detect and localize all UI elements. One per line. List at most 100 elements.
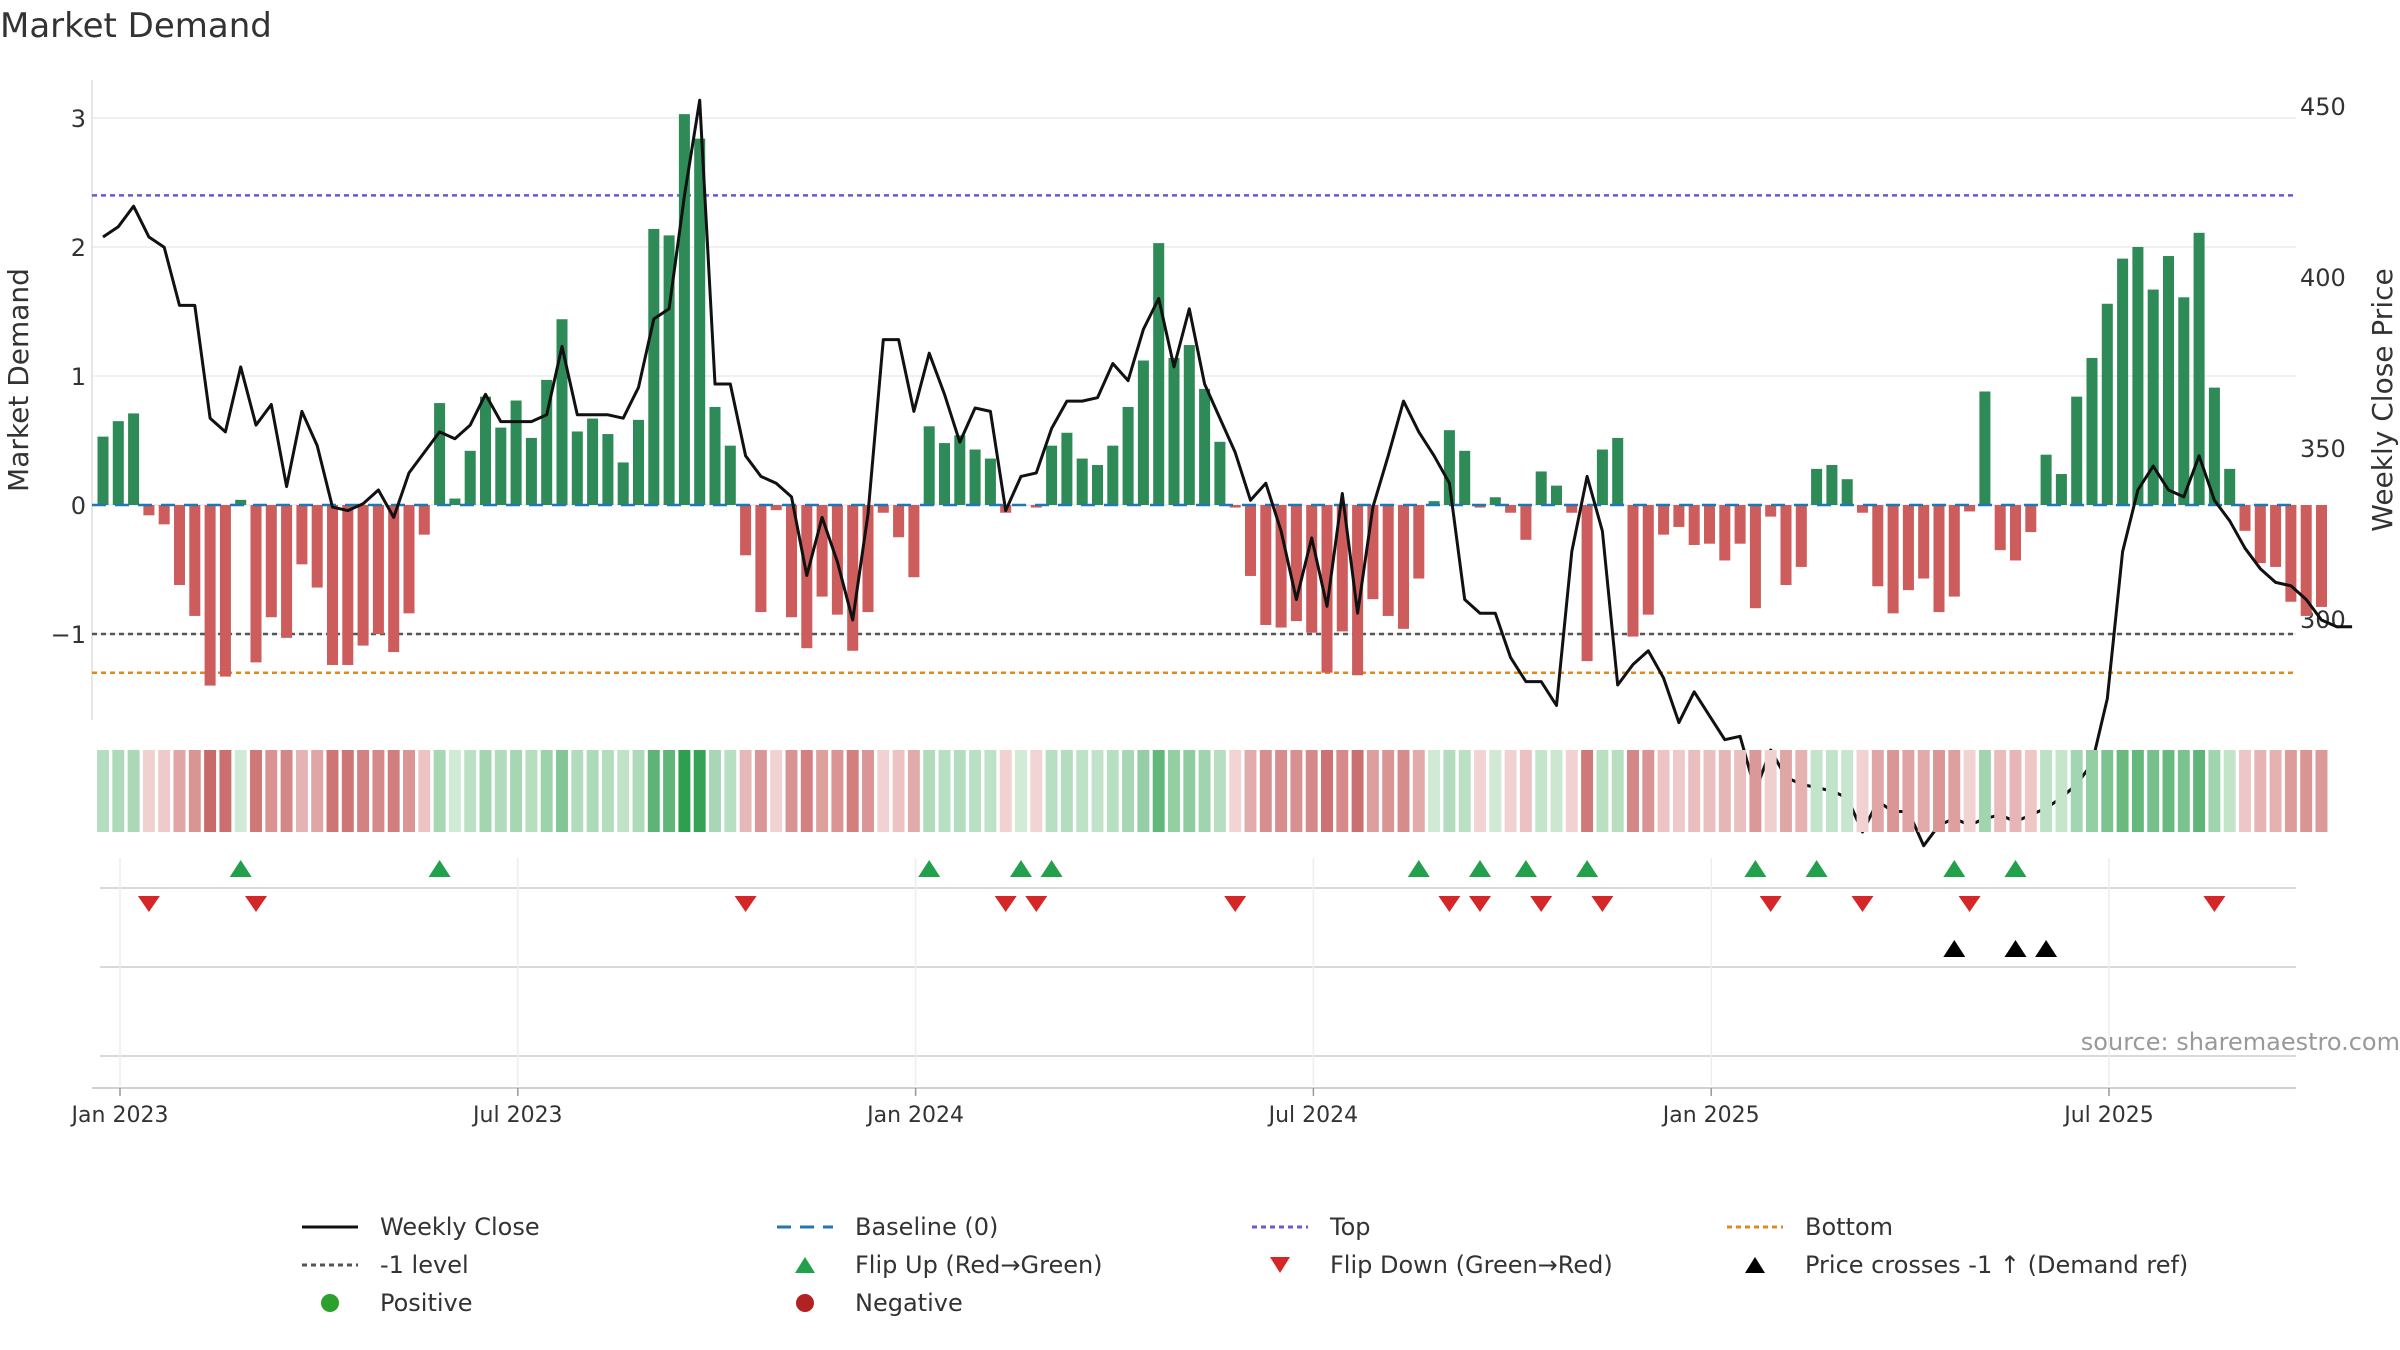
flip-up-marker — [1744, 860, 1767, 877]
dotted-line-icon — [302, 1263, 358, 1267]
demand-bar — [2300, 505, 2312, 616]
legend-item-flip-down: Flip Down (Green→Red) — [1250, 1251, 1725, 1279]
demand-bar — [342, 505, 354, 665]
demand-bar — [1642, 505, 1654, 615]
demand-strip-cell — [739, 750, 752, 832]
demand-strip-cell — [1321, 750, 1333, 832]
demand-bar — [510, 400, 522, 505]
flip-down-marker — [734, 896, 757, 912]
flip-up-marker — [2004, 860, 2027, 877]
demand-bar — [632, 419, 645, 505]
demand-strip-cell — [433, 750, 446, 832]
demand-strip-cell — [1672, 750, 1685, 832]
demand-strip-cell — [387, 750, 400, 832]
demand-strip-cell — [1810, 750, 1823, 832]
demand-strip-cell — [173, 750, 186, 832]
demand-bar — [1030, 505, 1042, 508]
demand-strip-cell — [464, 750, 477, 832]
demand-strip-cell — [2300, 750, 2313, 832]
demand-bar — [1780, 505, 1792, 585]
demand-strip-cell — [1795, 750, 1808, 832]
demand-bar — [2025, 505, 2037, 533]
demand-bar — [1459, 450, 1471, 505]
y-tick-label: 3 — [71, 105, 86, 133]
demand-strip-cell — [907, 750, 920, 832]
demand-strip-cell — [1902, 750, 1915, 832]
demand-bar — [1673, 505, 1685, 527]
legend-row: Positive Negative — [300, 1284, 2260, 1322]
price-cross-marker — [2035, 940, 2058, 957]
demand-strip-cell — [1091, 750, 1104, 832]
demand-strip-cell — [1198, 750, 1211, 832]
demand-strip-cell — [2055, 750, 2068, 832]
demand-bar — [1244, 505, 1257, 576]
legend-label-positive: Positive — [380, 1289, 473, 1317]
demand-strip-cell — [953, 750, 966, 832]
demand-bar — [1520, 505, 1532, 540]
demand-bar — [1612, 437, 1624, 505]
demand-bar — [816, 505, 828, 597]
demand-strip-cell — [525, 750, 538, 832]
demand-strip-cell — [1917, 750, 1930, 832]
legend-item-bottom: Bottom — [1725, 1213, 2200, 1241]
demand-bar — [97, 436, 109, 505]
demand-bar — [1550, 485, 1563, 505]
demand-bar — [2162, 256, 2175, 505]
demand-bar — [265, 505, 277, 618]
legend-label-weekly-close: Weekly Close — [380, 1213, 540, 1241]
demand-strip-cell — [1336, 750, 1349, 832]
demand-bar — [479, 396, 492, 505]
flip-up-marker — [918, 860, 941, 877]
demand-bar — [1153, 243, 1165, 505]
demand-strip-cell — [494, 750, 507, 832]
demand-strip-cell — [2024, 750, 2037, 832]
demand-bar — [923, 426, 935, 505]
x-tick-label: Jan 2024 — [865, 1103, 964, 1128]
demand-bar — [434, 403, 446, 505]
demand-bar — [2315, 505, 2328, 607]
legend-item-negative: Negative — [775, 1289, 1250, 1317]
demand-bar — [357, 505, 369, 646]
demand-strip-cell — [984, 750, 997, 832]
demand-strip-cell — [663, 750, 676, 832]
demand-bar — [847, 505, 859, 651]
y-tick-label: −1 — [51, 621, 86, 649]
demand-bar — [311, 505, 323, 588]
demand-bar — [1719, 505, 1731, 561]
demand-strip-cell — [97, 750, 109, 832]
demand-strip-cell — [785, 750, 798, 832]
demand-bar — [1933, 505, 1945, 613]
demand-strip-cell — [1060, 750, 1073, 832]
demand-bar — [1413, 505, 1425, 579]
demand-bar — [1336, 505, 1348, 632]
demand-bar — [954, 435, 966, 505]
demand-strip-cell — [448, 750, 461, 832]
flip-up-marker — [1943, 860, 1966, 877]
demand-strip-cell — [403, 750, 415, 832]
demand-bar — [709, 406, 721, 505]
demand-strip-cell — [1519, 750, 1532, 832]
legend-label-price-cross: Price crosses -1 ↑ (Demand ref) — [1805, 1251, 2189, 1279]
demand-bar — [464, 450, 476, 505]
demand-bar — [2132, 247, 2144, 505]
triangle-up-icon — [795, 1257, 815, 1273]
demand-strip-cell — [1382, 750, 1395, 832]
demand-bar — [1306, 505, 1318, 633]
demand-bar — [1902, 505, 1914, 591]
x-tick-label: Jul 2023 — [471, 1103, 563, 1128]
demand-bar — [1397, 505, 1410, 629]
demand-bar — [2101, 303, 2113, 505]
demand-strip-cell — [1887, 750, 1900, 832]
legend-item-price-cross: Price crosses -1 ↑ (Demand ref) — [1725, 1251, 2200, 1279]
demand-bar — [525, 437, 537, 505]
demand-strip-cell — [2116, 750, 2129, 832]
demand-bar — [1535, 471, 1547, 505]
triangle-up-icon — [1745, 1257, 1765, 1273]
flip-down-marker — [1759, 896, 1782, 912]
demand-strip-cell — [1412, 750, 1425, 832]
dashed-line-icon — [777, 1225, 833, 1229]
demand-bar — [893, 505, 905, 538]
demand-bar — [724, 445, 736, 505]
circle-icon — [321, 1294, 339, 1312]
demand-strip-cell — [1305, 750, 1318, 832]
